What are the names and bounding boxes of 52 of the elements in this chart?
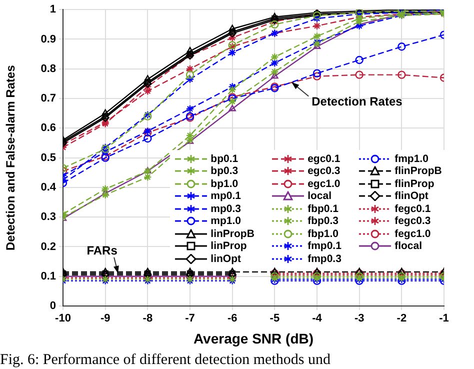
y-tick-label: 0.3 (40, 211, 56, 224)
y-tick-label: 0.2 (40, 240, 56, 253)
x-tick-label: -3 (354, 312, 364, 325)
legend-label: linOpt (210, 252, 241, 265)
legend-label: fbp0.1 (308, 202, 338, 215)
annotation: FARs (86, 244, 118, 258)
legend-label: mp0.1 (210, 190, 242, 202)
legend-label: egc0.1 (308, 152, 340, 165)
legend-label: linProp (210, 240, 247, 252)
x-tick-label: -10 (55, 312, 71, 325)
x-axis-title: Average SNR (dB) (193, 330, 314, 346)
y-tick-label: 0.5 (40, 152, 56, 164)
legend-label: egc0.3 (308, 165, 340, 178)
x-tick-label: -7 (185, 312, 195, 325)
x-tick-label: -2 (396, 312, 407, 325)
annotation: Detection Rates (312, 94, 403, 109)
x-tick-label: -8 (142, 312, 153, 325)
x-tick-label: -6 (227, 312, 238, 325)
y-tick-label: 0.4 (40, 181, 57, 194)
legend-label: flocal (394, 240, 422, 252)
legend-label: bp0.3 (210, 165, 238, 178)
x-tick-label: -9 (100, 312, 110, 325)
legend-label: egc1.0 (308, 178, 340, 190)
y-tick-label: 0.7 (40, 92, 56, 105)
legend-label: fbp0.3 (308, 215, 338, 228)
legend-label: fegc0.3 (394, 215, 431, 228)
legend-label: fmp0.1 (308, 240, 342, 252)
legend-label: flinOpt (394, 190, 428, 202)
caption: Fig. 6: Performance of different detection methods und (0, 352, 330, 369)
legend-label: fmp0.3 (308, 252, 342, 265)
y-tick-label: 1 (50, 4, 56, 16)
legend-label: fmp1.0 (394, 152, 428, 165)
legend-label: fegc0.1 (394, 202, 431, 215)
legend-label: flinPropB (394, 165, 442, 178)
legend-label: flinProp (394, 178, 434, 190)
legend-label: linPropB (210, 228, 254, 240)
legend-label: fegc1.0 (394, 228, 431, 240)
legend-label: local (308, 190, 332, 202)
legend-label: fbp1.0 (308, 228, 338, 240)
y-tick-label: 0.6 (40, 122, 56, 134)
y-axis-title: Detection and False-alarm Rates (4, 64, 18, 251)
y-tick-label: 0.9 (40, 33, 56, 46)
y-tick-label: 0 (50, 300, 56, 312)
legend-label: mp1.0 (210, 215, 242, 228)
x-tick-label: -4 (312, 312, 323, 325)
x-tick-label: -5 (270, 312, 280, 325)
y-tick-label: 0.8 (40, 62, 56, 75)
y-tick-label: 0.1 (40, 270, 56, 282)
legend-label: bp1.0 (210, 178, 238, 190)
legend-label: bp0.1 (210, 152, 238, 165)
legend-label: mp0.3 (210, 202, 242, 215)
x-tick-label: -1 (439, 312, 449, 325)
